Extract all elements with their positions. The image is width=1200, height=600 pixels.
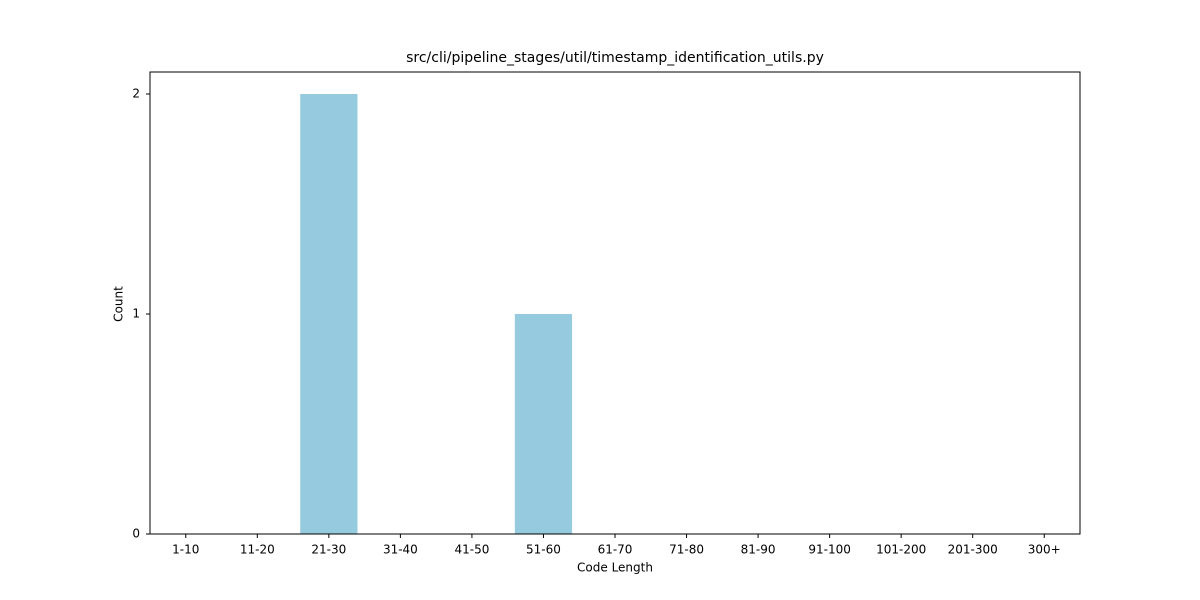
x-axis-label: Code Length [577, 561, 653, 575]
x-tick-label: 201-300 [948, 543, 998, 557]
y-tick-label: 2 [132, 87, 140, 101]
bar [300, 94, 358, 534]
bar [514, 314, 573, 534]
x-tick-label: 31-40 [383, 543, 418, 557]
x-tick-label: 41-50 [454, 543, 489, 557]
y-tick-label: 0 [132, 527, 140, 541]
y-tick-label: 1 [132, 307, 140, 321]
y-axis-label: Count [112, 286, 126, 322]
x-tick-label: 71-80 [669, 543, 704, 557]
x-tick-label: 300+ [1028, 543, 1061, 557]
x-tick-label: 61-70 [598, 543, 633, 557]
x-tick-label: 101-200 [876, 543, 926, 557]
x-tick-label: 91-100 [808, 543, 851, 557]
x-tick-label: 21-30 [311, 543, 346, 557]
chart-title: src/cli/pipeline_stages/util/timestamp_i… [406, 50, 824, 66]
x-tick-label: 81-90 [741, 543, 776, 557]
plot-frame [149, 71, 1081, 535]
x-tick-label: 1-10 [172, 543, 199, 557]
x-tick-label: 11-20 [240, 543, 275, 557]
x-tick-label: 51-60 [526, 543, 561, 557]
